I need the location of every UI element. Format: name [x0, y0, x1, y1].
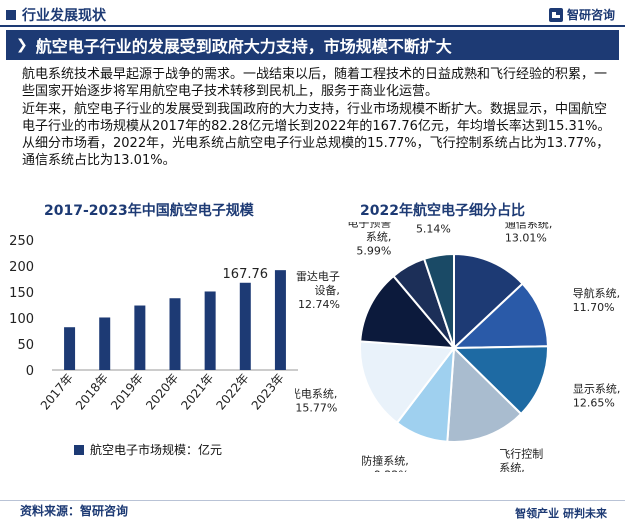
pie-slice	[453, 252, 524, 351]
legend-label: 航空电子市场规模：亿元	[90, 443, 223, 457]
pie-slice-label: 显示系统, 12.65%	[573, 382, 621, 409]
section-header: 行业发展现状	[6, 5, 106, 25]
pie-slice-label: 雷达电子设备, 12.74%	[296, 270, 340, 311]
top-divider	[0, 25, 625, 27]
brand-logo: 智研咨询	[548, 6, 615, 23]
bar	[274, 270, 286, 370]
pie-slice	[451, 282, 550, 350]
y-tick-label: 200	[9, 260, 34, 275]
y-tick-label: 100	[9, 312, 34, 327]
bar	[239, 282, 251, 370]
y-tick-label: 0	[26, 364, 34, 379]
bar	[169, 298, 181, 370]
bar-chart-title: 2017-2023年中国航空电子规模	[44, 203, 254, 219]
x-tick-label: 2021年	[178, 371, 216, 413]
pie-slice-label: 通信系统, 13.01%	[505, 222, 553, 245]
x-tick-label: 2022年	[214, 371, 252, 413]
footer-slogan: 智领产业 研判未来	[515, 507, 607, 520]
bar-chart: 0 50 100 150 200 250 2017年2018年2019年2020年2021年…	[9, 234, 298, 413]
legend-swatch	[74, 444, 84, 455]
bar	[64, 327, 76, 370]
pie-slice-label: 防撞系统,9.22%	[361, 454, 409, 472]
bar-chart-legend: 航空电子市场规模：亿元	[74, 441, 222, 458]
pie-slice-label: 其他,5.14%	[416, 222, 451, 236]
pie-slice-label: 光电系统, 15.77%	[295, 387, 337, 415]
pie-slice	[359, 274, 457, 350]
pie-slice-label: 导航系统, 11.70%	[573, 286, 621, 314]
pie-slice	[422, 252, 455, 349]
top-bar: 行业发展现状 智研咨询	[0, 0, 625, 27]
pie-slice	[451, 345, 549, 416]
section-square-icon	[6, 10, 16, 20]
pie-slice	[359, 340, 456, 425]
x-tick-label: 2020年	[143, 371, 181, 413]
pie-chart: 通信系统, 13.01% 导航系统, 11.70% 显示系统, 12.65% 飞行控制系统,…	[295, 222, 621, 472]
bar	[99, 317, 111, 370]
x-tick-label: 2023年	[249, 371, 287, 413]
paragraph-2: 近年来，航空电子行业的发展受到我国政府的大力支持，行业市场规模不断扩大。数据显示…	[22, 102, 611, 168]
paragraph-1: 航电系统技术最早起源于战争的需求。一战结束以后，随着工程技术的日益成熟和飞行经验…	[22, 67, 608, 99]
source-note: 资料来源：智研咨询	[20, 504, 129, 518]
brand-name: 智研咨询	[566, 8, 615, 22]
y-tick-label: 150	[9, 286, 34, 301]
headline-text: 航空电子行业的发展受到政府大力支持，市场规模不断扩大	[35, 37, 452, 56]
pie-chart-title: 2022年航空电子细分占比	[360, 203, 525, 219]
footer-divider	[0, 500, 625, 501]
section-title: 行业发展现状	[22, 8, 106, 24]
x-tick-label: 2018年	[73, 371, 111, 413]
y-tick-label: 250	[9, 234, 34, 249]
x-tick-label: 2019年	[108, 371, 146, 413]
pie-slice	[446, 345, 523, 443]
x-tick-label: 2017年	[38, 371, 76, 413]
bar	[204, 291, 216, 370]
y-tick-label: 50	[17, 338, 34, 353]
double-chevron-icon: ❯	[16, 37, 28, 53]
pie-slice-label: 电子预警系统, 5.99%	[347, 222, 391, 257]
pie-slice-label: 飞行控制系统,13.77%	[499, 447, 543, 472]
headline-banner: ❯ 航空电子行业的发展受到政府大力支持，市场规模不断扩大	[6, 30, 619, 60]
brand-mark-icon	[548, 7, 563, 22]
bar-data-label: 167.76	[223, 267, 269, 282]
bar	[134, 305, 146, 370]
